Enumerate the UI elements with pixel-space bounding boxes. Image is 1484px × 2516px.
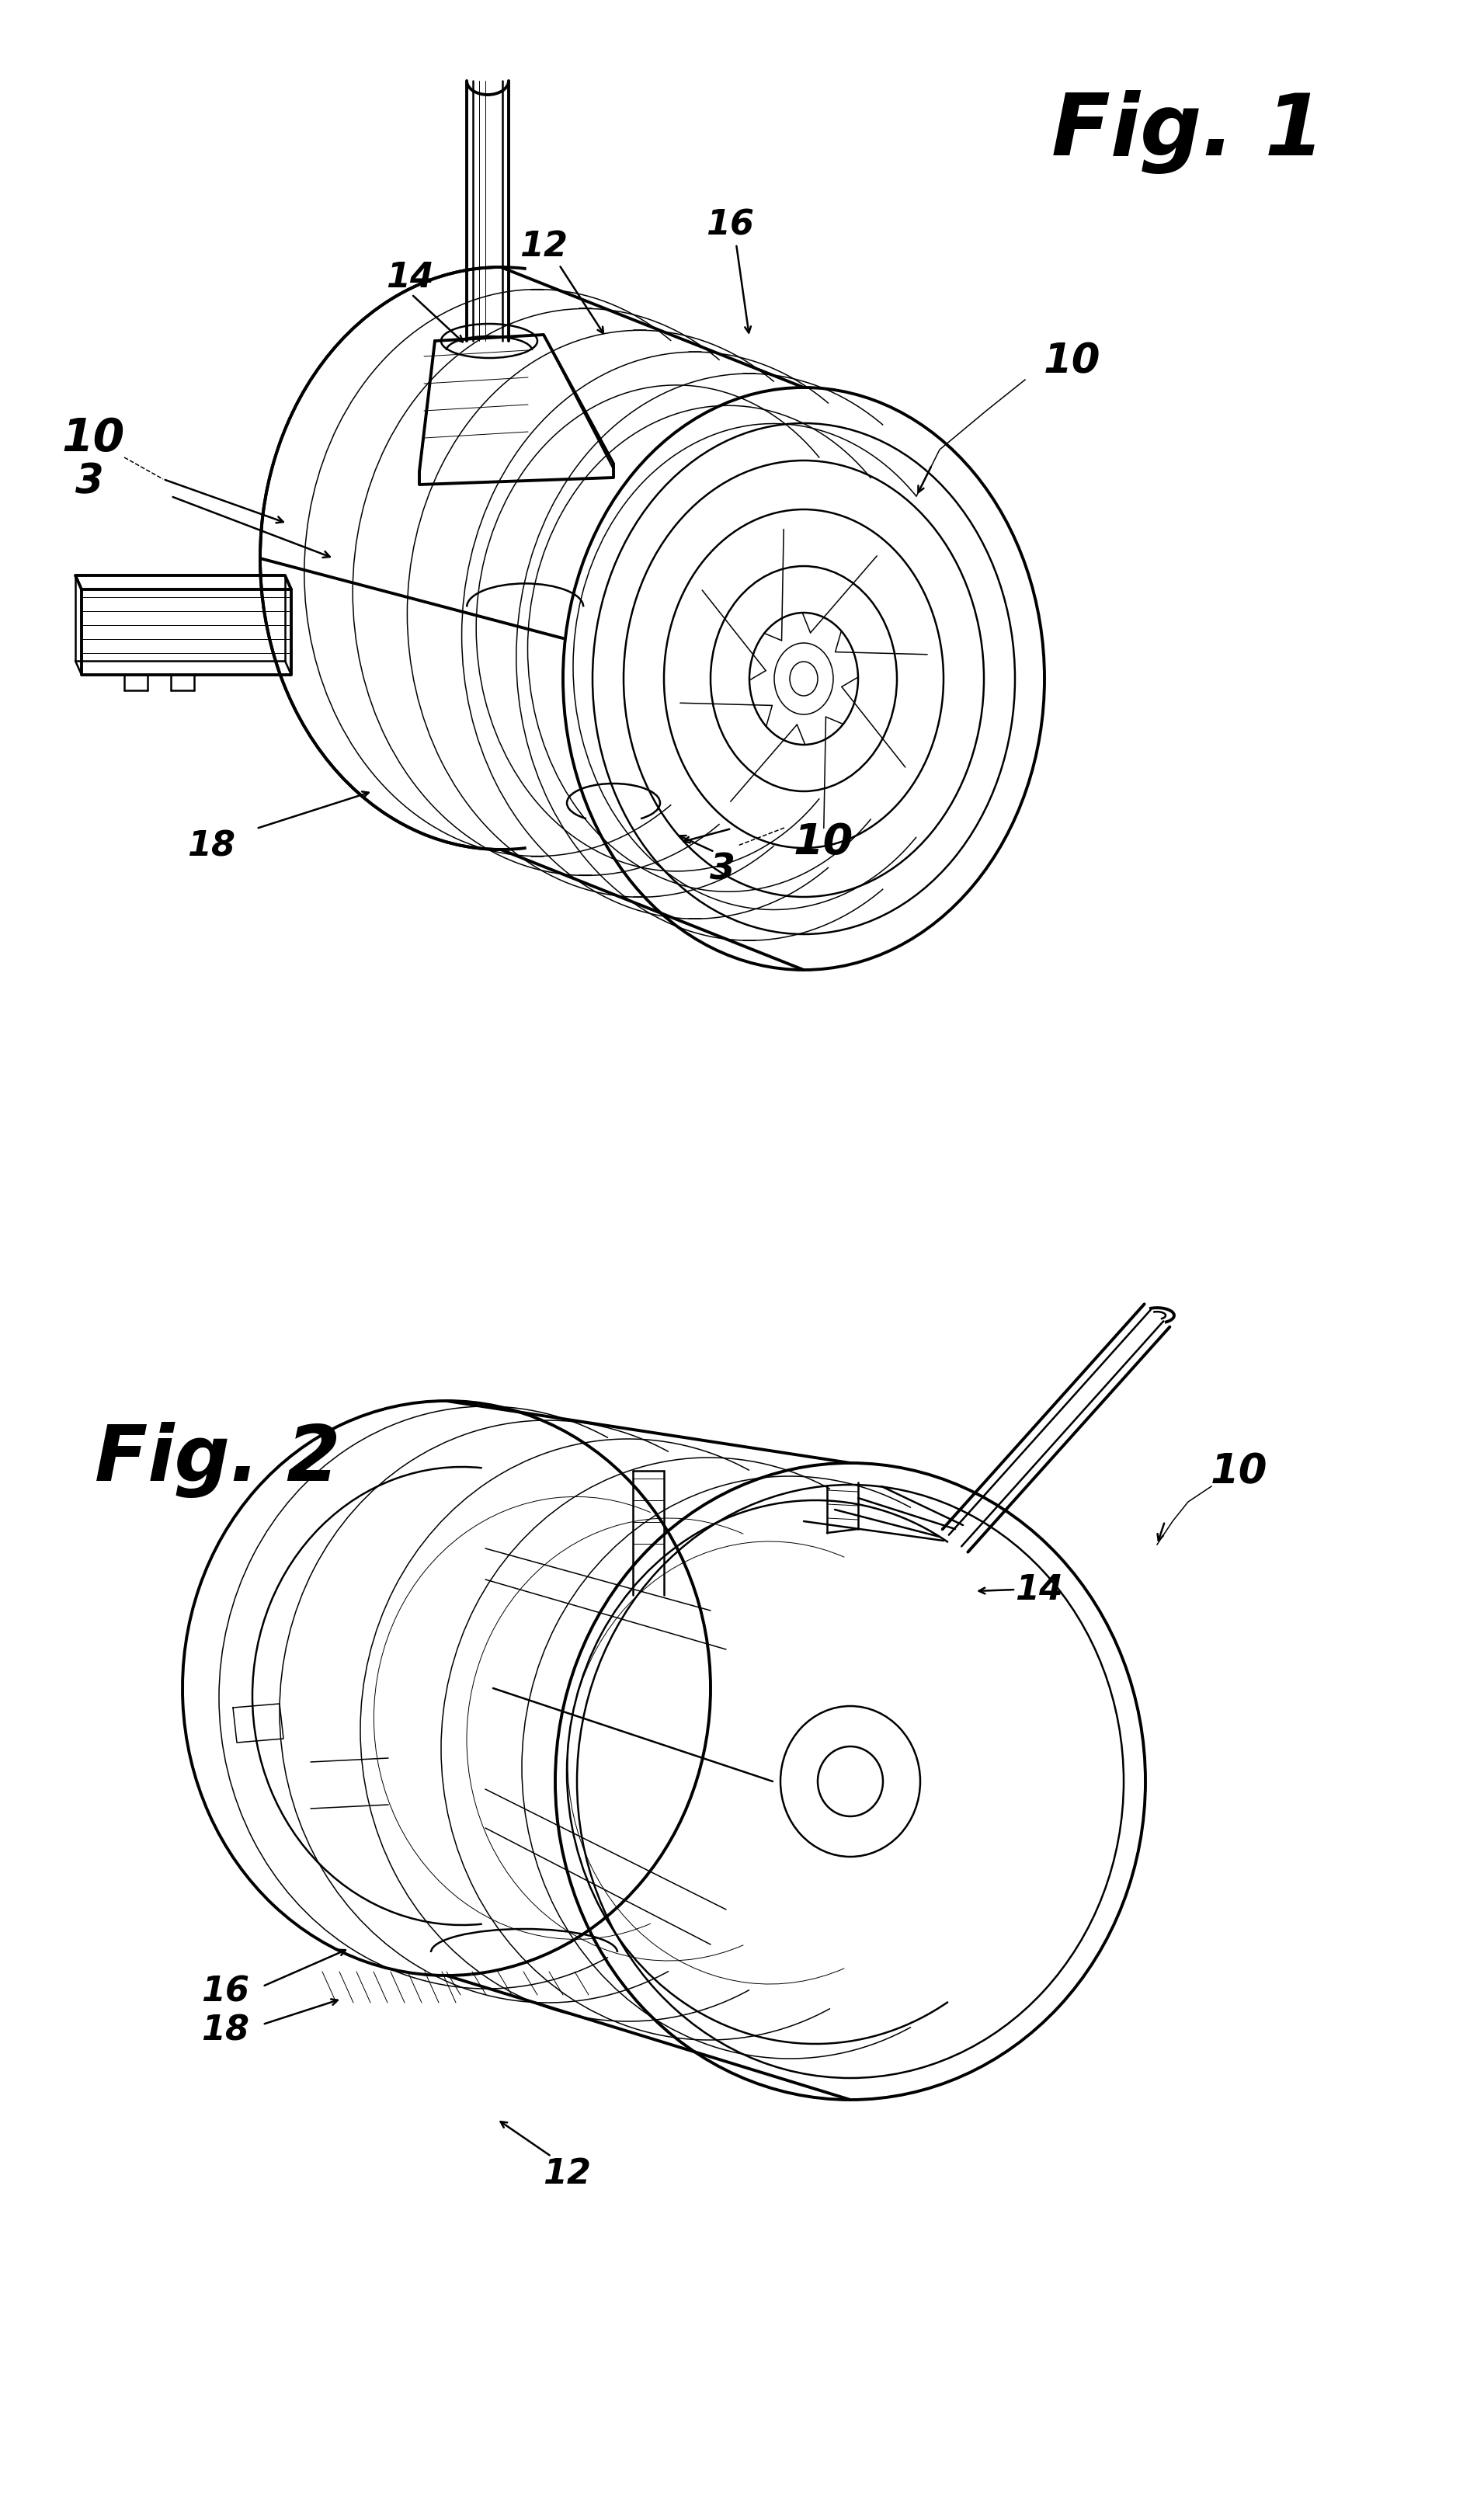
Text: 10: 10 — [62, 418, 125, 460]
Text: 14: 14 — [386, 262, 435, 294]
Text: 16: 16 — [202, 1975, 249, 2008]
Text: 10: 10 — [792, 820, 853, 863]
Text: 14: 14 — [1015, 1572, 1063, 1608]
Text: 3: 3 — [76, 460, 104, 501]
Text: 12: 12 — [543, 2156, 591, 2191]
Text: Fig. 2: Fig. 2 — [95, 1422, 340, 1497]
Text: 12: 12 — [519, 229, 568, 264]
Text: 16: 16 — [706, 209, 754, 242]
Text: 18: 18 — [187, 830, 236, 863]
Text: 10: 10 — [1209, 1452, 1267, 1492]
Text: 3: 3 — [709, 853, 735, 888]
Text: Fig. 1: Fig. 1 — [1052, 91, 1325, 174]
Text: 10: 10 — [1043, 340, 1100, 380]
Text: 18: 18 — [202, 2013, 249, 2046]
